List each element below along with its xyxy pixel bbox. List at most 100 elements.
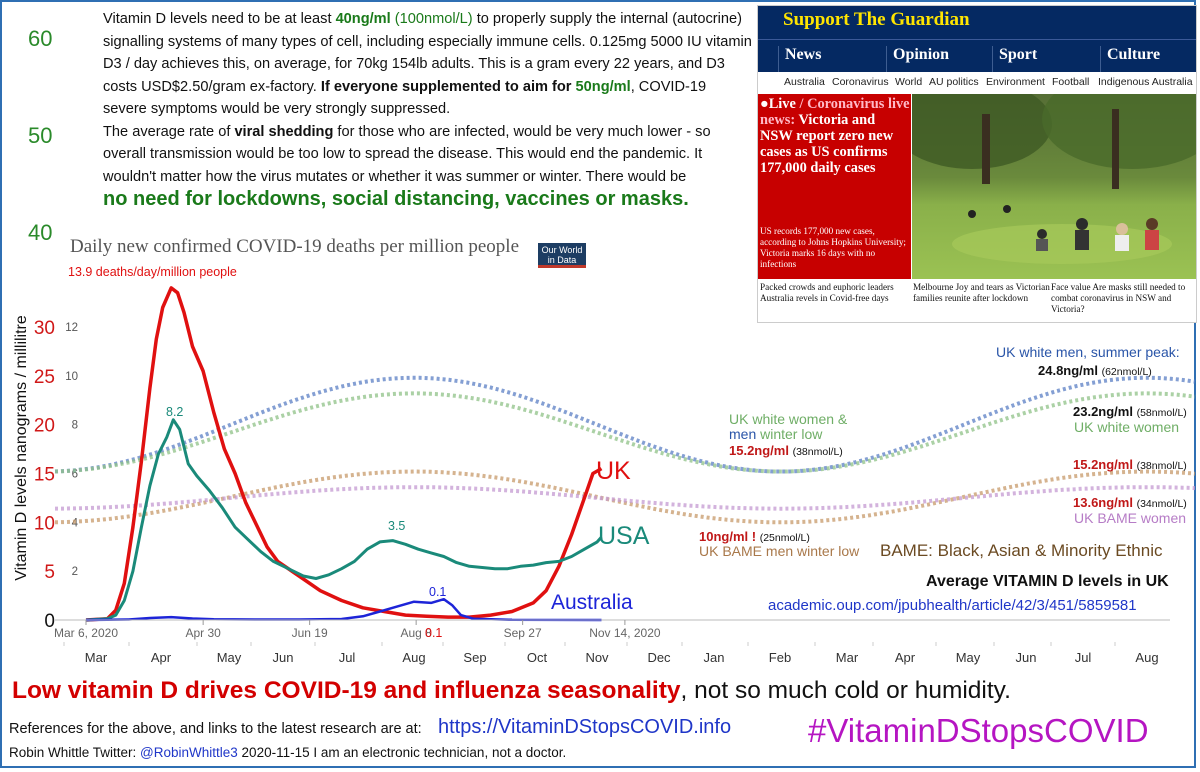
source-article-link[interactable]: academic.oup.com/jpubhealth/article/42/3…	[768, 597, 1137, 614]
month-label: Mar	[85, 650, 108, 665]
winter-low-label-line1: UK white women &	[729, 411, 848, 427]
subnav-indigenous-australia[interactable]: Indigenous Australia	[1098, 76, 1193, 88]
usa-deaths-line	[85, 418, 603, 622]
intro-text-segment: The average rate of	[103, 123, 235, 140]
scale-label-60: 60	[28, 26, 53, 51]
bame-men-winter-value: 10ng/ml ! (25nmol/L)	[699, 529, 810, 544]
month-label: Apr	[895, 650, 916, 665]
date-tick-label: Mar 6, 2020	[54, 626, 118, 640]
bame-women-summer-ng: 13.6ng/ml	[1073, 495, 1133, 510]
hashtag[interactable]: #VitaminDStopsCOVID	[808, 712, 1149, 749]
intro-bold-segment: If everyone supplemented to aim for	[320, 78, 576, 95]
uk-deaths-line	[85, 286, 603, 622]
owid-logo: Our World in Data	[538, 243, 586, 268]
headline-tagline: Low vitamin D drives COVID-19 and influe…	[12, 677, 1011, 705]
usa-series-label: USA	[598, 522, 650, 550]
usa-peak-annotation: 8.2	[166, 405, 183, 419]
live-dot-icon: ●	[760, 96, 769, 112]
vitd-tick-10: 10	[34, 513, 55, 534]
owid-logo-line1: Our World	[541, 245, 583, 255]
white-men-curve	[54, 375, 1196, 474]
live-label: Live	[768, 96, 796, 112]
scale-label-50: 50	[28, 123, 53, 148]
bame-women-summer-value: 13.6ng/ml (34nmol/L)	[1073, 495, 1187, 510]
vitd-tick-5: 5	[44, 562, 55, 583]
references-link[interactable]: https://VitaminDStopsCOVID.info	[438, 716, 732, 738]
month-label: May	[956, 650, 981, 665]
owid-logo-line2: in Data	[547, 255, 577, 265]
support-guardian-link[interactable]: Support The Guardian	[783, 9, 970, 30]
bame-women-label: UK BAME women	[1074, 510, 1186, 526]
guardian-subnav: Australia Coronavirus World AU politics …	[758, 71, 1196, 93]
winter-low-label-line2: men winter low	[729, 426, 823, 442]
white-women-summer-ng: 23.2ng/ml	[1073, 404, 1133, 419]
month-label: Nov	[585, 650, 609, 665]
live-headline-text: Victoria and NSW report zero new cases a…	[760, 112, 894, 176]
vitd-tick-15: 15	[34, 465, 55, 486]
uk-series-label: UK	[596, 457, 631, 485]
month-label: Jun	[1016, 650, 1037, 665]
card-packed-crowds[interactable]: Packed crowds and euphoric leaders Austra…	[760, 282, 894, 303]
live-news-headline: ●Live / Coronavirus live news: Victoria …	[760, 96, 910, 176]
subnav-environment[interactable]: Environment	[986, 76, 1045, 88]
average-vitd-title: Average VITAMIN D levels in UK	[926, 573, 1169, 590]
pillar-culture[interactable]: Culture	[1100, 46, 1160, 72]
deaths-tick-6: 6	[72, 469, 78, 481]
month-label: Jun	[273, 650, 294, 665]
vitd-50-value: 50ng/ml	[575, 78, 631, 95]
park-crowd-photo	[912, 94, 1196, 279]
white-winter-ng: 15.2ng/ml	[729, 443, 789, 458]
intro-text-segment: , COVID-19 severe symptoms would be very…	[103, 78, 707, 118]
deaths-tick-2: 2	[72, 566, 78, 578]
live-kicker: / Coronavirus live news:	[760, 96, 910, 128]
deaths-tick-10: 10	[65, 371, 78, 383]
month-label: Aug	[1135, 650, 1158, 665]
twitter-handle-link[interactable]: @RobinWhittle3	[140, 745, 238, 760]
white-men-summer-value: 24.8ng/ml (62nmol/L)	[1038, 363, 1152, 378]
owid-chart-title: Daily new confirmed COVID-19 deaths per …	[70, 236, 520, 257]
month-label: May	[217, 650, 242, 665]
date-tick-label: Nov 14, 2020	[589, 626, 661, 640]
subnav-coronavirus[interactable]: Coronavirus	[832, 76, 889, 88]
subnav-world[interactable]: World	[895, 76, 923, 88]
subnav-au-politics[interactable]: AU politics	[929, 76, 979, 88]
bame-women-curve	[55, 485, 1196, 511]
scale-label-40: 40	[28, 220, 53, 245]
month-label: Feb	[769, 650, 791, 665]
bame-definition: BAME: Black, Asian & Minority Ethnic	[880, 541, 1163, 560]
subnav-football[interactable]: Football	[1052, 76, 1090, 88]
white-winter-value: 15.2ng/ml (38nmol/L)	[729, 443, 843, 458]
month-label: Apr	[151, 650, 172, 665]
vitd-100-nmol: (100nmol/L)	[390, 11, 473, 27]
tagline-red: Low vitamin D drives COVID-19 and influe…	[12, 677, 681, 704]
month-label: Aug	[402, 650, 425, 665]
subnav-australia[interactable]: Australia	[784, 76, 825, 88]
white-winter-nmol: (38nmol/L)	[793, 446, 843, 458]
winter-low-rest: winter low	[756, 426, 823, 442]
live-news-standfirst: US records 177,000 new cases, according …	[760, 226, 906, 269]
bame-men-summer-ng: 15.2ng/ml	[1073, 457, 1133, 472]
vitd-tick-25: 25	[34, 367, 55, 388]
bame-men-curve	[54, 469, 1196, 525]
deaths-tick-8: 8	[72, 420, 78, 432]
month-label: Dec	[647, 650, 671, 665]
references-text: References for the above, and links to t…	[9, 721, 422, 737]
no-need-statement: no need for lockdowns, social distancing…	[103, 188, 684, 210]
bame-men-winter-label: UK BAME men winter low	[699, 543, 860, 559]
card-melbourne-joy[interactable]: Melbourne Joy and tears as Victorian fam…	[913, 282, 1050, 303]
card-face-value[interactable]: Face value Are masks still needed to com…	[1051, 282, 1186, 314]
pillar-news[interactable]: News	[778, 46, 821, 72]
bame-men-summer-value: 15.2ng/ml (38nmol/L)	[1073, 457, 1187, 472]
uk-min-annotation: 0.1	[425, 626, 442, 640]
month-label: Oct	[527, 650, 548, 665]
pillar-sport[interactable]: Sport	[992, 46, 1037, 72]
live-news-card[interactable]: ●Live / Coronavirus live news: Victoria …	[758, 94, 911, 279]
month-label: Jul	[1075, 650, 1092, 665]
park-photo-drawing	[912, 94, 1196, 264]
pillar-opinion[interactable]: Opinion	[886, 46, 949, 72]
y-axis-label: Vitamin D levels nanograms / millilitre	[13, 315, 30, 581]
bame-men-winter-ng: 10ng/ml !	[699, 529, 756, 544]
bame-men-winter-nmol: (25nmol/L)	[760, 532, 810, 544]
